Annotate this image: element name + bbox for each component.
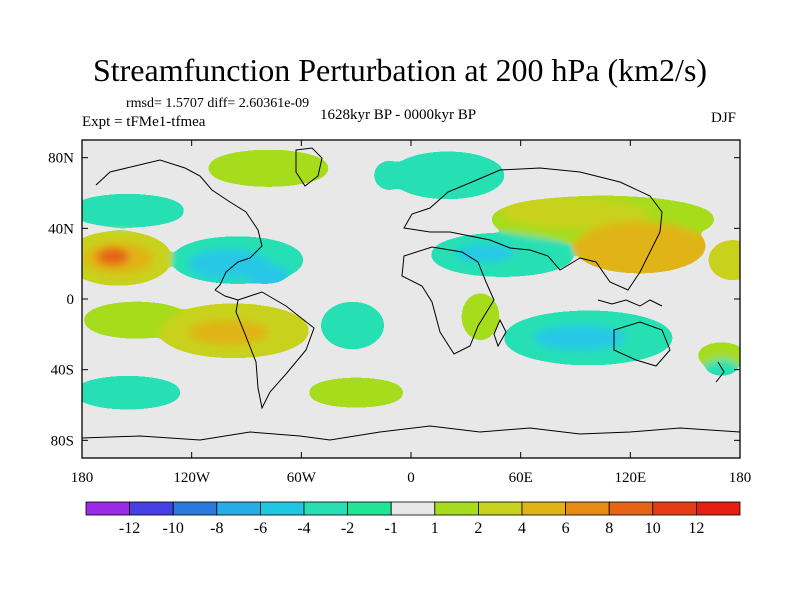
colorbar-bin-14 (696, 501, 741, 516)
colorbar-bin-8 (434, 501, 479, 516)
colorbar-bin-10 (521, 501, 566, 516)
colorbar-bin-11 (565, 501, 610, 516)
colorbar-bin-6 (347, 501, 392, 516)
colorbar-bin-3 (216, 501, 261, 516)
colorbar-bin-9 (477, 501, 523, 516)
greenland-coast (295, 147, 323, 187)
colorbar-bin-7 (390, 501, 436, 516)
colorbar-label-6: -1 (385, 520, 398, 537)
anomaly-0 (209, 152, 327, 185)
colorbar-label-0: -12 (119, 520, 140, 537)
x-tick-label-2: 60W (287, 470, 317, 486)
north-america-coast (95, 159, 263, 291)
colorbar-bin-12 (608, 501, 654, 516)
coastlines (82, 147, 740, 441)
colorbar-bin-4 (259, 501, 305, 516)
anomaly-layer (82, 152, 740, 407)
colorbar-bin-0 (85, 501, 130, 516)
anomaly-19 (188, 320, 269, 345)
anomaly-15 (454, 244, 514, 262)
y-tick-label-4: 80S (51, 433, 74, 449)
anomaly-13 (242, 263, 287, 282)
rmsd-diff-stats: rmsd= 1.5707 diff= 2.60361e-09 (126, 96, 310, 111)
x-tick-label-1: 120W (173, 470, 211, 486)
colorbar-label-7: 1 (431, 520, 439, 537)
chart-title: Streamfunction Perturbation at 200 hPa (… (92, 52, 708, 88)
colorbar-label-3: -6 (254, 520, 267, 537)
x-tick-label-3: 0 (407, 470, 415, 486)
colorbar-label-2: -8 (210, 520, 223, 537)
colorbar-bin-2 (172, 501, 218, 516)
axes: 180 120W 60W 0 60E 120E 180 80N 40N 0 40S 80S (48, 140, 751, 486)
colorbar-bin-13 (652, 501, 697, 516)
colorbar-label-5: -2 (341, 520, 354, 537)
colorbar-label-4: -4 (297, 520, 310, 537)
anomaly-22 (533, 325, 625, 351)
new-zealand-coast (715, 361, 725, 383)
anomaly-10 (96, 247, 130, 266)
x-tick-label-4: 60E (509, 470, 533, 486)
colorbar-label-11: 8 (605, 520, 613, 537)
y-tick-label-2: 0 (67, 292, 75, 308)
madagascar-coast (493, 318, 507, 348)
indonesia-coast (597, 299, 663, 307)
colorbar-bin-1 (129, 501, 174, 516)
anomaly-20 (323, 304, 382, 347)
australia-coast (613, 321, 671, 367)
south-america-coast (235, 291, 315, 410)
colorbar: -12 -10 -8 -6 -4 -2 -1 1 2 4 6 8 10 12 (85, 501, 741, 537)
anomaly-26 (310, 380, 402, 405)
europe-asia-coast (403, 167, 663, 291)
anomaly-24 (707, 359, 737, 374)
period-label: 1628kyr BP - 0000kyr BP (320, 107, 477, 123)
experiment-label: Expt = tFMe1-tfmea (82, 114, 206, 130)
anomaly-2 (376, 162, 402, 188)
colorbar-label-8: 2 (474, 520, 482, 537)
anomaly-16 (464, 295, 497, 338)
antarctica-coast (82, 425, 740, 441)
colorbar-label-13: 12 (688, 520, 704, 537)
colorbar-label-1: -10 (163, 520, 184, 537)
anomaly-1 (392, 154, 503, 197)
x-tick-label-0: 180 (71, 470, 94, 486)
colorbar-label-9: 4 (518, 520, 526, 537)
colorbar-bin-5 (303, 501, 348, 516)
y-tick-label-3: 40S (51, 363, 74, 379)
colorbar-label-10: 6 (562, 520, 570, 537)
anomaly-25 (82, 378, 179, 407)
colorbar-label-12: 10 (645, 520, 661, 537)
anomaly-7 (710, 242, 740, 278)
plot-background (82, 140, 740, 458)
x-tick-label-6: 180 (729, 470, 752, 486)
anomaly-5 (502, 200, 649, 229)
africa-coast (401, 246, 495, 355)
season-label: DJF (711, 110, 737, 126)
anomaly-6 (575, 221, 704, 271)
anomaly-3 (82, 196, 183, 225)
central-america-coast (214, 289, 239, 301)
x-tick-label-5: 120E (614, 470, 646, 486)
y-tick-label-0: 80N (48, 151, 74, 167)
y-tick-label-1: 40N (48, 221, 74, 237)
